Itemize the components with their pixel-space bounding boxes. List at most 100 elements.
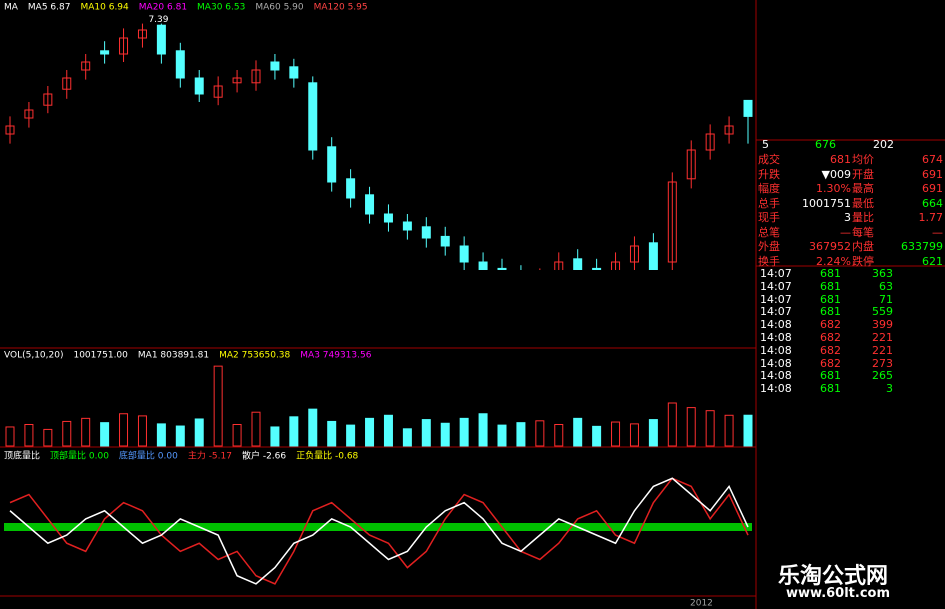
volume-bar — [119, 413, 129, 447]
volume-bar — [24, 424, 34, 447]
volume-bar — [100, 422, 110, 447]
candle-body — [137, 29, 147, 39]
volume-bar — [156, 423, 166, 447]
trade-time: 14:08 — [760, 343, 792, 357]
quote-cell: 升跌 — [758, 167, 780, 181]
candle-body — [308, 82, 318, 151]
volume-bar — [743, 414, 753, 447]
quote-cell: — — [840, 225, 851, 239]
candle-body — [81, 61, 91, 71]
trade-time: 14:07 — [760, 292, 792, 306]
volume-bar — [251, 411, 261, 447]
trade-time: 14:08 — [760, 369, 792, 383]
candle-body — [667, 181, 677, 263]
quote-cell: 621 — [922, 254, 943, 268]
indicator-line — [9, 477, 749, 585]
quote-cell: 每笔 — [852, 225, 874, 239]
quote-cell: — — [932, 225, 943, 239]
trade-volume: 265 — [872, 369, 893, 383]
volume-bar — [705, 410, 715, 447]
quote-cell: 664 — [922, 196, 943, 210]
quote-cell: 1.77 — [918, 211, 944, 224]
volume-bar — [365, 417, 375, 447]
candle-body — [459, 245, 469, 263]
trade-time: 14:08 — [760, 382, 792, 396]
quote-cell: 367952 — [809, 240, 851, 253]
trade-volume: 559 — [872, 305, 893, 319]
watermark-url: www.60lt.com — [786, 586, 891, 601]
candle-body — [421, 226, 431, 239]
quote-cell: 674 — [922, 153, 943, 166]
trade-price: 681 — [820, 267, 841, 280]
candle-body — [536, 278, 544, 288]
trade-volume: 71 — [879, 292, 893, 306]
trade-time: 14:07 — [760, 279, 792, 293]
volume-bar — [175, 425, 185, 447]
volume-bar — [648, 419, 658, 447]
quote-cell: ▼009 — [821, 167, 851, 181]
volume-bar — [232, 424, 242, 447]
candle-body — [705, 133, 715, 151]
candle-body — [573, 258, 583, 270]
trade-price: 682 — [820, 318, 841, 332]
quote-cell: 成交 — [758, 153, 780, 166]
quote-cell: 开盘 — [852, 167, 874, 181]
indicator-header: MA3 749313.56 — [300, 351, 371, 361]
indicator-header: MA1 803891.81 — [138, 351, 209, 361]
candle-body — [686, 149, 696, 180]
candle-body — [175, 50, 185, 79]
trade-time: 14:08 — [760, 318, 792, 332]
trade-volume: 363 — [872, 267, 893, 280]
indicator-header: MA — [4, 3, 19, 13]
indicator-header: MA60 5.90 — [255, 3, 304, 13]
quote-cell: 691 — [922, 182, 943, 195]
quote-cell: 633799 — [901, 240, 943, 253]
price-candles — [5, 23, 753, 288]
volume-bar — [421, 419, 431, 447]
candle-body — [611, 261, 621, 270]
candle-body — [365, 194, 375, 215]
volume-bar — [270, 426, 280, 447]
quote-cell: 幅度 — [758, 182, 780, 195]
candle-body — [497, 267, 507, 270]
trade-time: 14:08 — [760, 356, 792, 370]
volume-bar — [289, 416, 299, 447]
trade-volume: 63 — [879, 279, 893, 293]
volume-bar — [535, 420, 545, 447]
candle-body — [478, 261, 488, 270]
trade-price: 682 — [820, 343, 841, 357]
volume-bar — [667, 402, 677, 447]
indicator-line — [9, 477, 749, 585]
quote-cell: 现手 — [758, 211, 780, 224]
candle-body — [232, 77, 242, 84]
volume-bar — [554, 424, 564, 447]
candle-body — [554, 261, 564, 270]
candle-body — [43, 93, 53, 106]
trade-volume: 273 — [872, 356, 893, 370]
volume-bar — [308, 408, 318, 447]
quote-cell: 最低 — [852, 196, 874, 210]
indicator-header: 散户 -2.66 — [242, 450, 286, 462]
trade-price: 682 — [820, 331, 841, 344]
candle-body — [270, 61, 280, 71]
volume-bar — [346, 424, 356, 447]
candle-body — [383, 213, 393, 223]
candle-body — [62, 77, 72, 90]
indicator-header: MA2 753650.38 — [219, 351, 290, 361]
quote-cell: 均价 — [852, 153, 874, 166]
indicator-header: MA5 6.87 — [28, 3, 71, 13]
indicator-header: MA10 6.94 — [80, 3, 129, 13]
trade-price: 682 — [820, 356, 841, 370]
quote-cell: 3 — [844, 211, 851, 224]
volume-bar — [592, 425, 602, 447]
peak-label: 7.39 — [148, 15, 168, 25]
candle-body — [251, 69, 261, 84]
quote-cell: 跌停 — [852, 254, 874, 268]
volume-bar — [629, 423, 639, 447]
volume-bar — [327, 420, 337, 447]
quote-cell: 1001751 — [802, 196, 851, 210]
volume-bar — [402, 428, 412, 447]
indicator-header: 主力 -5.17 — [188, 450, 232, 462]
indicator-header: 1001751.00 — [73, 351, 128, 361]
